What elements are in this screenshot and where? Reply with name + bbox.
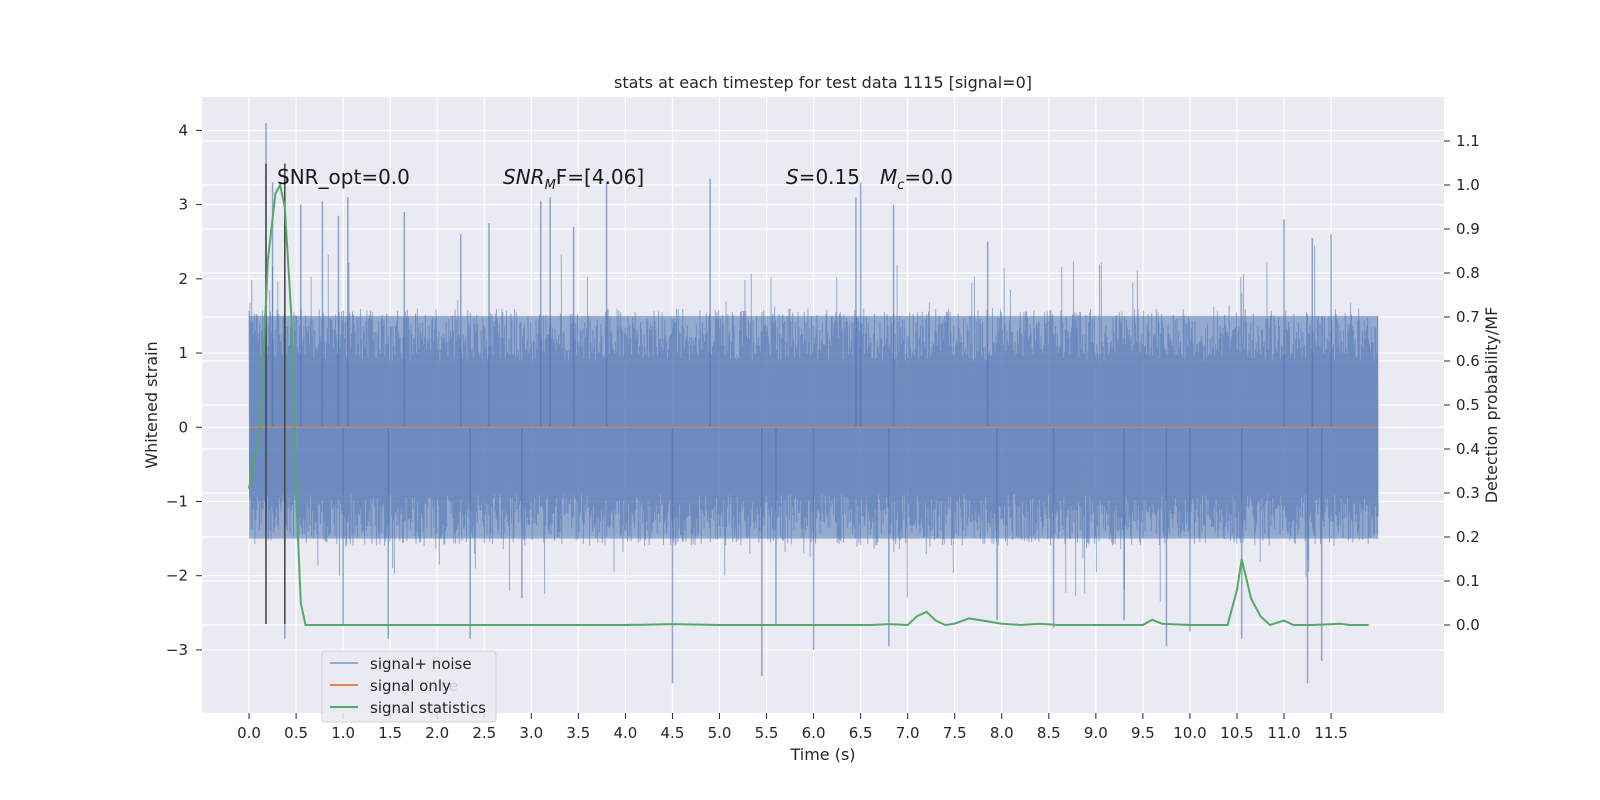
annotation-snr-mf: SNRMF=[4.06]: [503, 165, 644, 193]
annotation-snr-opt: SNR_opt=0.0: [277, 165, 410, 189]
legend-box: [321, 650, 497, 723]
annotation-snr-mf-sub: M: [545, 178, 556, 193]
x-tick-label: 6.5: [849, 724, 873, 742]
x-tick-label: 1.0: [331, 724, 355, 742]
x-tick-label: 3.5: [566, 724, 590, 742]
x-tick-label: 2.5: [472, 724, 496, 742]
chart-title: stats at each timestep for test data 111…: [614, 73, 1032, 92]
x-tick-label: 4.5: [661, 724, 685, 742]
annotation-snr-mf-base: SNR: [503, 165, 545, 189]
x-tick-label: 11.0: [1267, 724, 1300, 742]
x-tick-label: 10.5: [1220, 724, 1253, 742]
x-tick-label: 8.5: [1037, 724, 1061, 742]
y-right-tick-label: 0.3: [1456, 484, 1480, 502]
y-right-tick-label: 0.6: [1456, 352, 1480, 370]
legend: se signal+ noise signal only signal stat…: [321, 650, 497, 723]
legend-label-signal-noise: signal+ noise: [370, 655, 472, 673]
x-tick-label: 3.0: [519, 724, 543, 742]
y-left-tick-label: 4: [178, 121, 188, 139]
x-tick-label: 5.0: [708, 724, 732, 742]
y-left-tick-label: −1: [166, 492, 188, 510]
legend-label-signal-statistics: signal statistics: [370, 699, 486, 717]
legend-label-signal-only: signal only: [370, 677, 451, 695]
annotation-mc-tail: =0.0: [904, 165, 953, 189]
x-axis-ticks: 0.0 0.5 1.0 1.5 2.0 2.5 3.0 3.5 4.0 4.5 5.0 5.5 6.0 6…: [237, 713, 1348, 742]
annotation-mc-sub: c: [897, 178, 904, 193]
y-left-tick-label: 3: [178, 196, 188, 214]
series-signal-statistics: [248, 182, 1369, 627]
x-tick-label: 4.0: [613, 724, 637, 742]
y-right-tick-label: 0.7: [1456, 308, 1480, 326]
x-tick-label: 1.5: [378, 724, 402, 742]
x-tick-label: 0.0: [237, 724, 261, 742]
y-axis-left-label: Whitened strain: [142, 341, 161, 468]
y-right-tick-label: 0.2: [1456, 528, 1480, 546]
y-left-tick-label: 2: [178, 270, 188, 288]
y-right-tick-label: 0.4: [1456, 440, 1480, 458]
annotation-s-tail: =0.15: [799, 165, 860, 189]
x-tick-label: 6.0: [802, 724, 826, 742]
x-tick-label: 7.0: [896, 724, 920, 742]
y-right-tick-label: 0.5: [1456, 396, 1480, 414]
y-left-tick-label: −3: [166, 641, 188, 659]
y-axis-left-ticks: 4 3 2 1 0 −1 −2 −3: [166, 121, 202, 659]
vertical-markers: [265, 163, 286, 624]
y-left-tick-label: 1: [178, 344, 188, 362]
y-right-tick-label: 0.0: [1456, 616, 1480, 634]
x-tick-label: 5.5: [755, 724, 779, 742]
x-tick-label: 11.5: [1314, 724, 1347, 742]
y-right-tick-label: 0.1: [1456, 572, 1480, 590]
x-tick-label: 2.0: [425, 724, 449, 742]
annotation-s-base: S: [786, 165, 799, 189]
x-tick-label: 10.0: [1173, 724, 1206, 742]
x-axis-label: Time (s): [789, 745, 855, 764]
annotation-snr-mf-tail: F=[4.06]: [556, 165, 644, 189]
x-tick-label: 9.5: [1131, 724, 1155, 742]
signal-statistics-line: [248, 182, 1369, 627]
x-tick-label: 0.5: [284, 724, 308, 742]
y-right-tick-label: 1.1: [1456, 132, 1480, 150]
x-tick-label: 8.0: [990, 724, 1014, 742]
y-right-tick-label: 0.9: [1456, 220, 1480, 238]
x-tick-label: 7.5: [943, 724, 967, 742]
annotation-mc-base: M: [880, 165, 897, 189]
y-right-tick-label: 0.8: [1456, 264, 1480, 282]
y-axis-right-ticks: 1.1 1.0 0.9 0.8 0.7 0.6 0.5 0.4 0.3 0.2 0.1 0.0: [1444, 132, 1480, 634]
y-axis-right-label: Detection probability/MF: [1482, 307, 1501, 504]
legend-ghost-text: se: [441, 677, 458, 695]
x-tick-label: 9.0: [1084, 724, 1108, 742]
y-right-tick-label: 1.0: [1456, 176, 1480, 194]
y-left-tick-label: −2: [166, 567, 188, 585]
y-left-tick-label: 0: [178, 418, 188, 436]
annotation-mc: Mc=0.0: [880, 165, 953, 193]
annotation-s: S=0.15: [786, 165, 860, 189]
